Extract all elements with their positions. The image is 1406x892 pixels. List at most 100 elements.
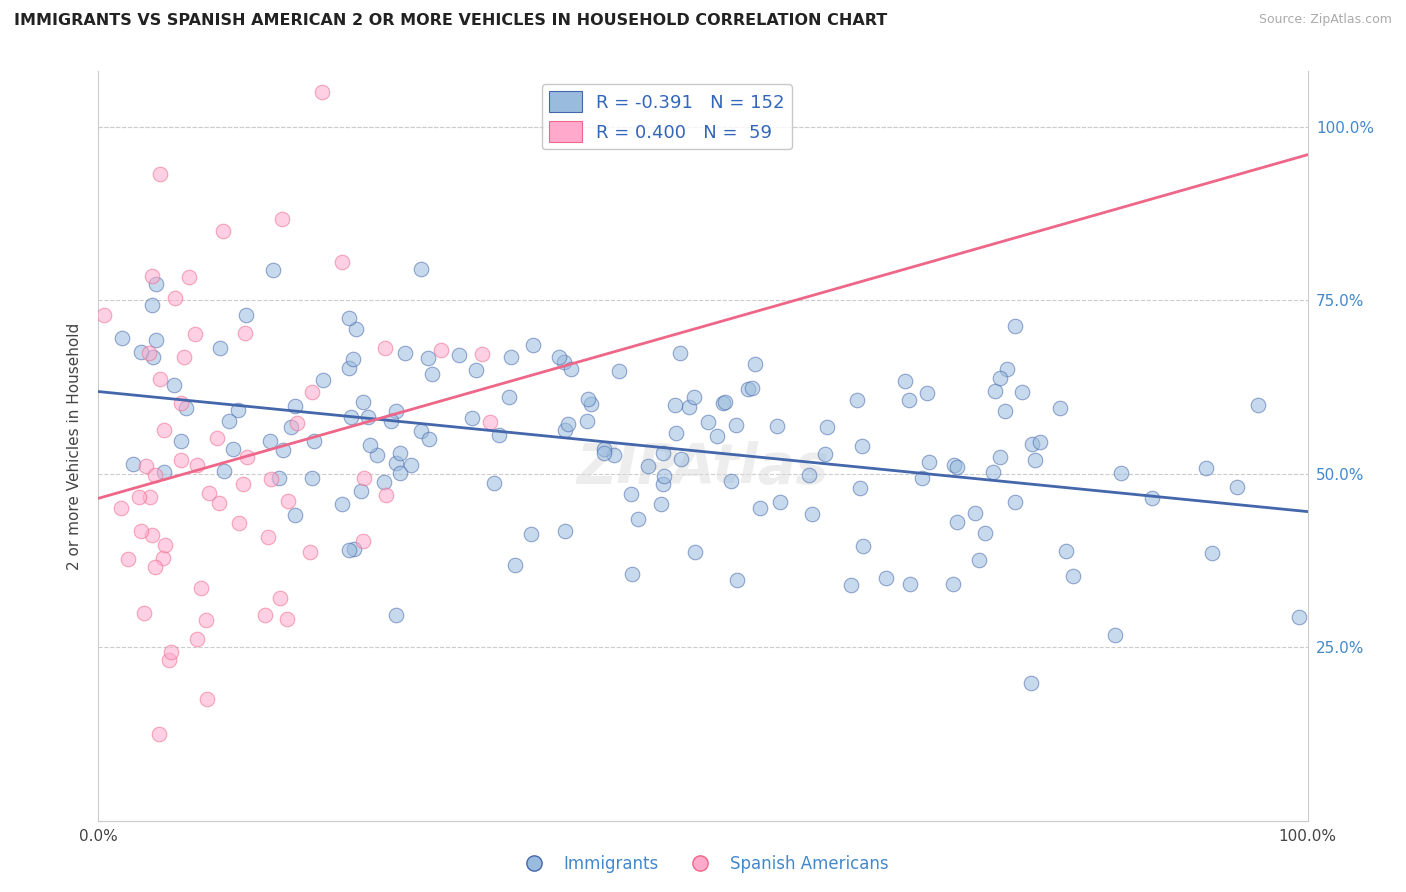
Point [737,382,759,396]
Point [943,458,966,473]
Point [620,486,643,500]
Point [650,497,672,511]
Point [163,378,186,392]
Point [149,372,172,386]
Point [839,578,862,592]
Point [226,402,249,417]
Point [465,363,488,377]
Point [1049,401,1071,416]
Point [337,361,360,376]
Point [946,459,969,474]
Point [271,442,294,457]
Point [259,434,281,448]
Point [208,496,231,510]
Point [418,432,440,446]
Point [1111,466,1133,480]
Point [93,308,115,322]
Point [186,458,208,473]
Point [384,608,406,623]
Point [232,476,254,491]
Point [725,574,748,588]
Point [560,361,582,376]
Point [678,400,700,414]
Point [350,484,373,499]
Point [143,560,166,574]
Point [797,468,820,483]
Point [375,488,398,502]
Point [967,552,990,566]
Point [668,345,690,359]
Point [222,442,245,456]
Point [284,399,307,413]
Point [195,692,218,706]
Point [449,348,471,362]
Point [298,545,321,559]
Point [380,414,402,428]
Point [988,450,1011,465]
Point [388,466,411,480]
Point [814,447,837,461]
Point [575,414,598,428]
Point [1288,610,1310,624]
Point [170,453,193,467]
Point [143,468,166,483]
Text: Source: ZipAtlas.com: Source: ZipAtlas.com [1258,13,1392,27]
Point [682,390,704,404]
Point [186,632,208,647]
Point [720,474,742,488]
Point [683,545,706,559]
Point [389,446,412,460]
Point [946,515,969,529]
Point [898,392,921,407]
Point [135,459,157,474]
Point [845,392,868,407]
Point [117,551,139,566]
Point [1195,460,1218,475]
Point [479,415,502,429]
Point [409,424,432,438]
Point [852,539,875,553]
Point [145,333,167,347]
Point [849,481,872,495]
Point [652,469,675,483]
Point [1021,676,1043,690]
Point [184,326,207,341]
Point [1021,437,1043,451]
Point [411,262,433,277]
Point [174,401,197,416]
Point [766,418,789,433]
Point [235,450,257,465]
Point [218,414,240,428]
Point [399,458,422,472]
Point [593,446,616,460]
Point [547,350,569,364]
Point [607,364,630,378]
Point [352,395,374,409]
Point [170,434,193,448]
Point [260,472,283,486]
Point [139,490,162,504]
Point [330,255,353,269]
Point [129,524,152,538]
Point [195,613,218,627]
Point [148,727,170,741]
Point [911,471,934,485]
Point [110,501,132,516]
Point [894,374,917,388]
Point [190,581,212,595]
Point [522,338,544,352]
Point [984,384,1007,398]
Point [637,458,659,473]
Point [918,454,941,468]
Point [749,501,772,516]
Point [461,411,484,425]
Point [153,538,176,552]
Point [129,345,152,359]
Point [149,167,172,181]
Point [620,566,643,581]
Y-axis label: 2 or more Vehicles in Household: 2 or more Vehicles in Household [67,322,83,570]
Point [153,465,176,479]
Point [1140,491,1163,505]
Point [352,534,374,549]
Point [652,477,675,491]
